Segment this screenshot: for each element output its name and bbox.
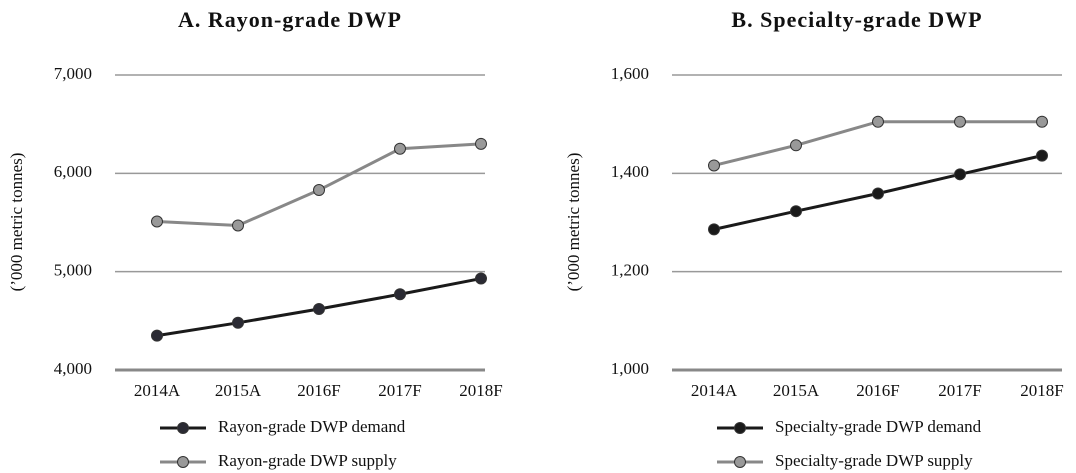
marker	[475, 272, 487, 285]
marker	[232, 316, 244, 329]
chart-title: B. Specialty-grade DWP	[731, 7, 982, 32]
y-axis-label: (’000 metric tonnes)	[564, 153, 583, 292]
marker	[954, 168, 966, 181]
x-tick-label: 2014A	[134, 381, 181, 400]
legend-label: Rayon-grade DWP demand	[218, 417, 406, 436]
y-tick-label: 4,000	[54, 359, 92, 378]
y-axis-label: (’000 metric tonnes)	[7, 153, 26, 292]
x-tick-label: 2016F	[856, 381, 899, 400]
y-tick-label: 1,200	[611, 261, 649, 280]
marker	[151, 329, 163, 342]
marker	[1036, 149, 1048, 162]
y-tick-label: 1,600	[611, 64, 649, 83]
marker	[708, 159, 720, 172]
marker	[872, 187, 884, 200]
y-tick-label: 7,000	[54, 64, 92, 83]
chart-title: A. Rayon-grade DWP	[178, 7, 402, 32]
x-tick-label: 2014A	[691, 381, 738, 400]
x-tick-label: 2017F	[938, 381, 981, 400]
marker	[790, 205, 802, 218]
marker	[708, 223, 720, 236]
legend-label: Rayon-grade DWP supply	[218, 451, 397, 470]
legend-marker	[177, 422, 189, 434]
x-tick-label: 2017F	[378, 381, 421, 400]
marker	[394, 288, 406, 301]
marker	[151, 215, 163, 228]
marker	[872, 115, 884, 128]
y-tick-label: 1,400	[611, 162, 649, 181]
marker	[313, 303, 325, 316]
y-tick-label: 1,000	[611, 359, 649, 378]
marker	[232, 219, 244, 232]
legend-label: Specialty-grade DWP demand	[775, 417, 982, 436]
x-tick-label: 2018F	[459, 381, 502, 400]
legend-marker	[734, 456, 746, 468]
legend-label: Specialty-grade DWP supply	[775, 451, 973, 470]
legend-marker	[734, 422, 746, 434]
marker	[954, 115, 966, 128]
marker	[1036, 115, 1048, 128]
legend-marker	[177, 456, 189, 468]
line	[713, 120, 1042, 167]
marker	[475, 137, 487, 150]
y-tick-label: 5,000	[54, 261, 92, 280]
x-tick-label: 2015A	[215, 381, 262, 400]
y-tick-label: 6,000	[54, 162, 92, 181]
marker	[313, 184, 325, 197]
x-tick-label: 2016F	[297, 381, 340, 400]
x-tick-label: 2018F	[1020, 381, 1063, 400]
marker	[790, 139, 802, 152]
x-tick-label: 2015A	[773, 381, 820, 400]
marker	[394, 142, 406, 155]
